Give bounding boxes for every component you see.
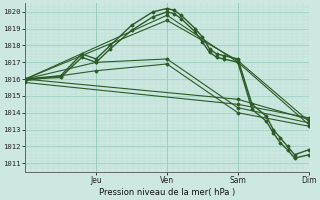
X-axis label: Pression niveau de la mer( hPa ): Pression niveau de la mer( hPa ) (99, 188, 235, 197)
